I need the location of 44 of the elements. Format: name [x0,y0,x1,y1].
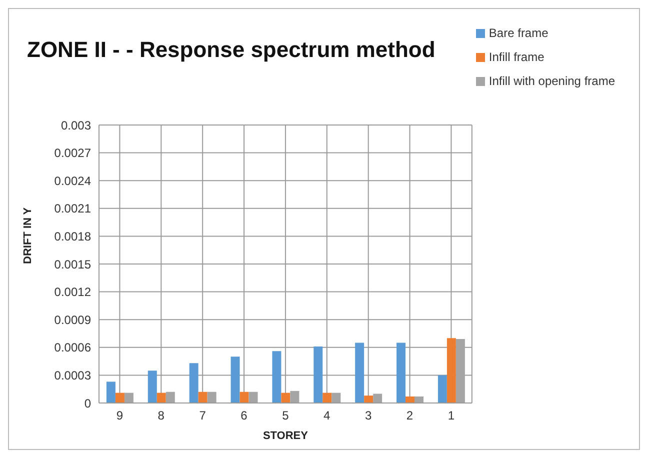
x-tick-label: 5 [282,408,290,423]
y-tick-label: 0.0015 [54,257,92,272]
x-tick-label: 4 [324,408,331,423]
bar [322,392,332,403]
y-tick-label: 0.0018 [54,229,92,244]
y-tick-label: 0.0012 [54,285,92,300]
bar [364,396,374,403]
y-tick-label: 0 [84,396,92,410]
bar [396,342,406,403]
x-tick-label: 6 [240,408,248,423]
x-tick-label: 2 [406,408,414,423]
y-tick-label: 0.0006 [54,340,92,355]
bar [156,392,166,403]
y-tick-label: 0.0003 [54,368,92,382]
y-axis-title: DRIFT IN Y [22,206,34,264]
y-tick-label: 0.0024 [54,174,92,188]
legend-label: Infill frame [488,50,544,64]
bar [446,338,456,403]
bar [272,351,282,403]
y-tick-label: 0.0021 [54,202,92,216]
y-tick-label: 0.0027 [54,146,92,160]
legend-label: Infill with opening frame [488,74,615,88]
bar [355,342,364,403]
bar [281,392,290,403]
bar [106,382,116,403]
bar [240,392,249,403]
bar [314,346,323,403]
legend-label: Bare frame [488,26,548,40]
x-tick-label: 7 [199,408,206,423]
chart-title: ZONE II - - Response spectrum method [27,37,436,63]
x-axis-title: STOREY [262,430,309,442]
bar [406,396,415,403]
y-tick-label: 0.003 [60,118,92,132]
bar [148,370,157,403]
bar [438,375,447,403]
y-tick-label: 0.0009 [54,312,92,327]
x-tick-label: 8 [158,408,165,423]
bar [115,392,124,403]
x-tick-label: 3 [364,408,372,423]
x-tick-label: 1 [448,408,455,423]
x-tick-label: 9 [116,408,124,423]
bar [198,392,208,403]
bar [189,363,198,403]
bar [230,356,240,403]
